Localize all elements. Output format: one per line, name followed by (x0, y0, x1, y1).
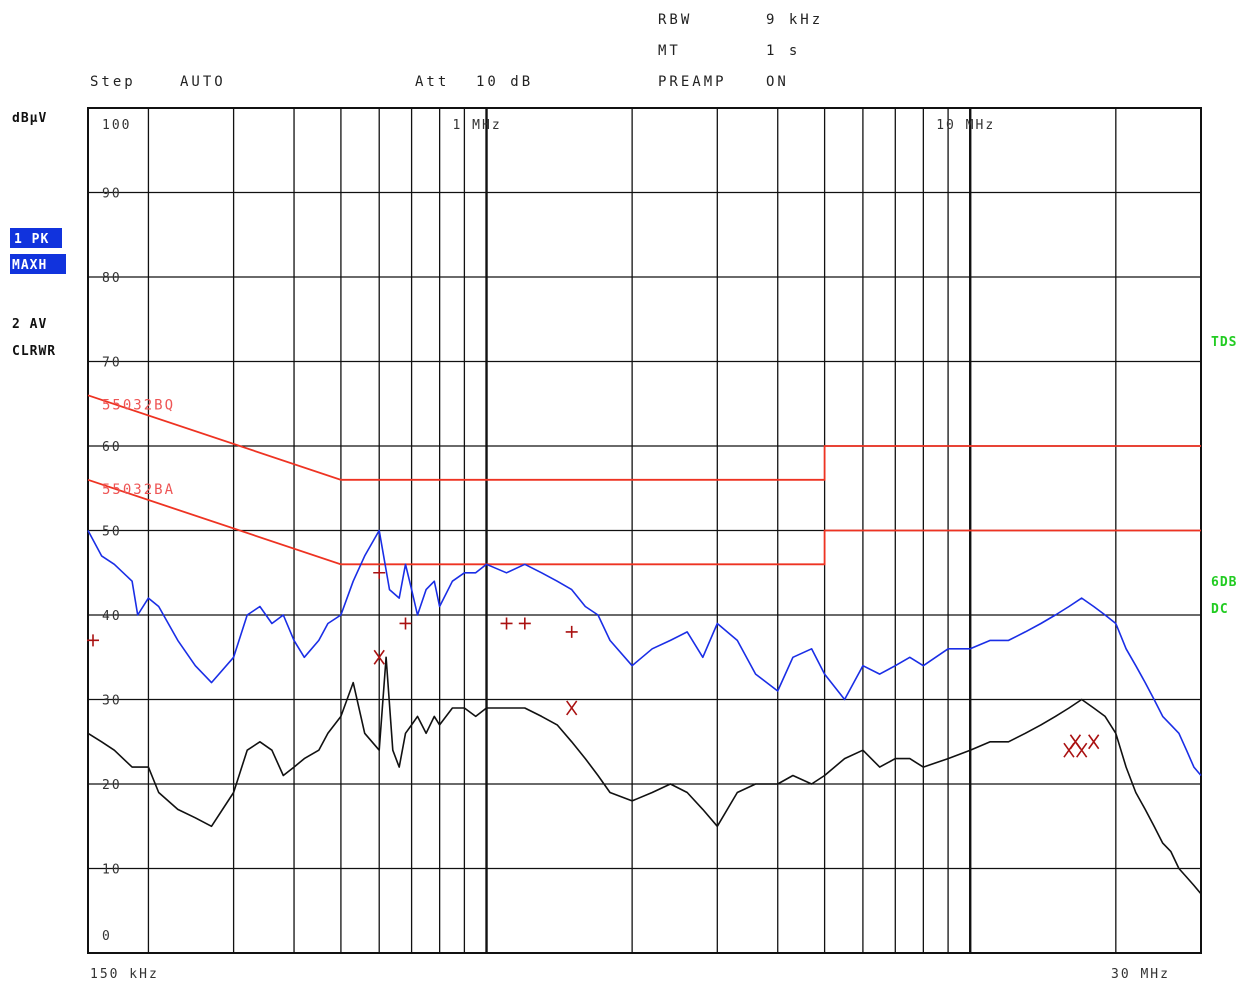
preamp-value: ON (766, 74, 789, 90)
x-decade-label: 10 MHz (936, 118, 995, 133)
limit-label-1: 55032BQ (102, 397, 175, 413)
limit-line-2 (87, 478, 1201, 566)
trace2-mode: CLRWR (12, 344, 56, 359)
att-label: Att (415, 74, 449, 90)
trace1-detector: 1 PK (14, 232, 49, 247)
x-start-label: 150 kHz (90, 967, 159, 982)
preamp-label: PREAMP (658, 74, 727, 90)
markers (87, 566, 1100, 758)
y-tick-label: 40 (102, 609, 122, 624)
limit-label-2: 55032BA (102, 482, 175, 498)
step-value: AUTO (180, 74, 226, 90)
trace-1-line (87, 529, 1202, 777)
mt-value: 1 s (766, 43, 800, 59)
side-panel: dBµV 1 PK MAXH 2 AV CLRWR (10, 111, 66, 359)
trace1-badge-bg (10, 228, 62, 248)
dc-label: DC (1211, 602, 1229, 617)
peak-marker-plus (500, 617, 513, 630)
peak-marker-plus (399, 617, 412, 630)
y-tick-label: 70 (102, 356, 122, 371)
tds-label: TDS (1211, 335, 1237, 350)
x-axis-labels: 150 kHz 30 MHz 1 MHz 10 MHz (90, 118, 1170, 982)
step-label: Step (90, 74, 136, 90)
header-settings: RBW 9 kHz MT 1 s Step AUTO Att 10 dB PRE… (90, 12, 823, 90)
y-tick-labels: 0 10 20 30 40 50 60 70 80 90 100 (102, 118, 131, 944)
average-marker-x (1076, 742, 1088, 758)
x-end-label: 30 MHz (1111, 967, 1170, 982)
trace1-mode-bg (10, 254, 66, 274)
traces (87, 529, 1202, 895)
right-labels: TDS 6DB DC (1211, 335, 1237, 617)
peak-marker-plus (87, 634, 99, 647)
trace2-detector: 2 AV (12, 317, 47, 332)
trace-2-line (87, 656, 1202, 895)
rbw-label: RBW (658, 12, 692, 28)
average-marker-x (373, 649, 385, 665)
y-tick-label: 80 (102, 271, 122, 286)
att-value: 10 dB (476, 74, 533, 90)
limit-line-1 (87, 394, 1201, 481)
rbw-value: 9 kHz (766, 12, 823, 28)
x-decade-label: 1 MHz (453, 118, 502, 133)
mt-label: MT (658, 43, 681, 59)
average-marker-x (1088, 734, 1100, 750)
y-tick-label: 10 (102, 863, 122, 878)
plot-area: 0 10 20 30 40 50 60 70 80 90 100 55032BQ 55032BA 15… (87, 107, 1202, 982)
trace1-mode: MAXH (12, 258, 47, 273)
y-tick-label: 50 (102, 525, 122, 540)
y-tick-label: 90 (102, 187, 122, 202)
peak-marker-plus (565, 625, 578, 638)
y-tick-label: 20 (102, 778, 122, 793)
y-unit-label: dBµV (12, 111, 47, 126)
y-tick-label: 100 (102, 118, 131, 133)
y-tick-label: 60 (102, 440, 122, 455)
sixdb-label: 6DB (1211, 575, 1237, 590)
limit-lines: 55032BQ 55032BA (87, 394, 1201, 566)
peak-marker-plus (373, 566, 386, 579)
y-tick-label: 0 (102, 929, 112, 944)
average-marker-x (566, 700, 578, 716)
peak-marker-plus (518, 617, 531, 630)
y-tick-label: 30 (102, 694, 122, 709)
